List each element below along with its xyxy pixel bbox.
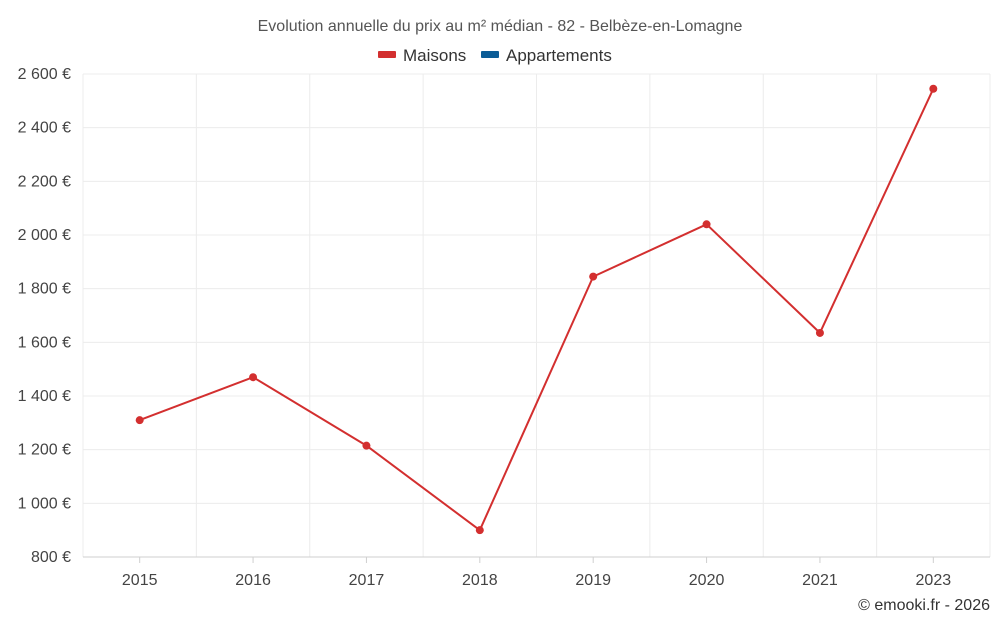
y-tick-label: 1 200 €	[18, 442, 71, 459]
chart-title: Evolution annuelle du prix au m² médian …	[258, 18, 743, 35]
legend-swatch-maisons	[378, 51, 396, 58]
x-tick-label: 2019	[575, 572, 611, 589]
x-tick-label: 2015	[122, 572, 158, 589]
legend-label-maisons[interactable]: Maisons	[403, 46, 466, 65]
data-point-maisons-2018[interactable]	[475, 526, 484, 535]
y-tick-label: 1 000 €	[18, 495, 71, 512]
data-point-maisons-2023[interactable]	[929, 84, 938, 93]
x-tick-label: 2023	[916, 572, 952, 589]
legend-swatch-appartements	[481, 51, 499, 58]
y-tick-label: 2 400 €	[18, 120, 71, 137]
y-tick-label: 2 600 €	[18, 66, 71, 83]
legend-label-appartements[interactable]: Appartements	[506, 46, 612, 65]
data-point-maisons-2016[interactable]	[249, 373, 258, 382]
y-axis-ticks: 800 € 1 000 € 1 200 € 1 400 € 1 600 € 1 800 €…	[18, 66, 71, 566]
credit-text: © emooki.fr - 2026	[858, 597, 990, 614]
legend[interactable]: Maisons Appartements	[378, 46, 612, 65]
series-line-maisons	[139, 88, 935, 532]
x-tick-label: 2018	[462, 572, 498, 589]
x-tick-label: 2016	[235, 572, 271, 589]
y-tick-label: 800 €	[31, 549, 71, 566]
data-point-maisons-2015[interactable]	[135, 416, 144, 425]
grid	[82, 73, 991, 557]
x-tick-label: 2020	[689, 572, 725, 589]
y-tick-label: 1 400 €	[18, 388, 71, 405]
x-axis-ticks: 2015 2016 2017 2018 2019 2020 2021 2023	[122, 557, 951, 589]
data-point-maisons-2021[interactable]	[815, 328, 824, 337]
x-tick-label: 2021	[802, 572, 838, 589]
data-point-maisons-2019[interactable]	[589, 272, 598, 281]
legend-item-appartements[interactable]: Appartements	[481, 46, 612, 65]
data-point-maisons-2020[interactable]	[702, 220, 711, 229]
legend-item-maisons[interactable]: Maisons	[378, 46, 466, 65]
data-point-maisons-2017[interactable]	[362, 441, 371, 450]
y-tick-label: 2 200 €	[18, 173, 71, 190]
y-tick-label: 1 800 €	[18, 281, 71, 298]
y-tick-label: 1 600 €	[18, 334, 71, 351]
y-tick-label: 2 000 €	[18, 227, 71, 244]
series-maisons	[135, 84, 938, 535]
x-tick-label: 2017	[349, 572, 385, 589]
